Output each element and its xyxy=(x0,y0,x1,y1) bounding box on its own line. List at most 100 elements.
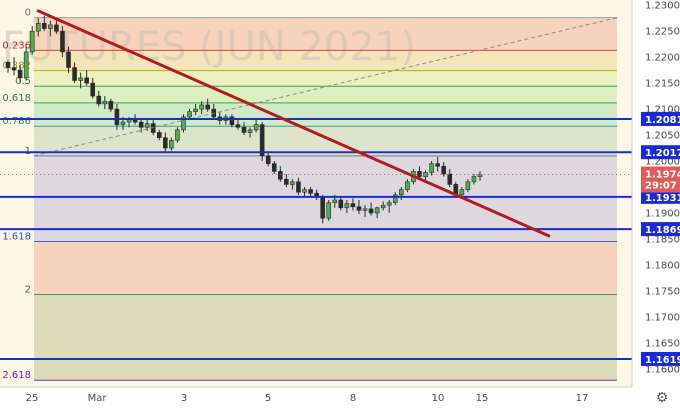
candle-body xyxy=(386,202,392,206)
fib-label: 2.618 xyxy=(2,370,31,381)
level-tag-label: 1.2081 xyxy=(645,115,680,126)
candle-body xyxy=(392,194,398,203)
candle-body xyxy=(156,132,162,138)
overlays xyxy=(0,9,632,360)
candle-body xyxy=(368,208,374,214)
fib-band xyxy=(34,70,617,87)
candle-body xyxy=(441,165,446,175)
candle-body xyxy=(66,51,71,68)
y-tick-label: 1.1800 xyxy=(645,260,680,271)
level-tag xyxy=(641,351,680,366)
candle-body xyxy=(181,116,186,131)
fib-band xyxy=(34,102,617,127)
current-price-tag xyxy=(641,166,680,193)
candle-body xyxy=(417,171,422,177)
candle-body xyxy=(229,116,235,125)
candle-body xyxy=(350,203,356,208)
candle-body xyxy=(42,23,47,29)
x-tick-label: 8 xyxy=(350,393,356,404)
candle-body xyxy=(96,95,102,105)
candle-body xyxy=(247,129,253,133)
current-price-label: 1.1974 xyxy=(645,170,680,181)
y-tick-label: 1.1700 xyxy=(645,312,680,323)
gear-icon: ⚙ xyxy=(656,390,669,406)
candle-body xyxy=(320,197,325,219)
candle-body xyxy=(60,30,65,53)
y-tick-label: 1.2050 xyxy=(645,131,680,142)
fib-label: 0 xyxy=(25,8,31,19)
fib-label: 0.236 xyxy=(2,40,31,51)
candles xyxy=(5,15,483,224)
candle-body xyxy=(423,172,428,177)
candle-body xyxy=(205,104,210,110)
candle-body xyxy=(175,129,180,141)
candle-body xyxy=(380,204,386,209)
time-axis xyxy=(0,387,632,409)
y-tick-label: 1.2250 xyxy=(645,27,680,38)
fib-bands xyxy=(34,17,617,381)
price-axis xyxy=(632,0,680,409)
fib-band xyxy=(34,294,617,381)
candle-body xyxy=(163,137,168,149)
candle-body xyxy=(271,163,277,172)
candle-body xyxy=(5,62,11,68)
candle-body xyxy=(138,121,144,128)
y-tick-label: 1.2200 xyxy=(645,53,680,64)
candle-body xyxy=(356,206,362,211)
candle-body xyxy=(265,155,271,164)
dashed-trend-line xyxy=(33,17,618,157)
y-tick-label: 1.1900 xyxy=(645,208,680,219)
candle-body xyxy=(447,173,453,185)
candle-body xyxy=(72,67,77,81)
candle-body xyxy=(235,124,241,128)
candle-body xyxy=(405,181,410,190)
candle-body xyxy=(144,123,150,128)
candle-body xyxy=(78,77,83,81)
y-tick-label: 1.1650 xyxy=(645,338,680,349)
candle-body xyxy=(471,176,477,183)
candle-body xyxy=(84,77,89,84)
candle-body xyxy=(114,108,120,125)
downtrend-line xyxy=(36,9,551,238)
candle-body xyxy=(199,104,204,110)
level-tag xyxy=(641,222,680,237)
y-tick-label: 1.1750 xyxy=(645,286,680,297)
fib-label: 2 xyxy=(25,285,31,296)
candle-body xyxy=(102,100,108,105)
x-tick-label: 3 xyxy=(181,393,187,404)
candle-body xyxy=(332,199,338,203)
candle-body xyxy=(48,24,53,29)
y-tick-label: 1.2000 xyxy=(645,157,680,168)
x-tick-label: 17 xyxy=(576,393,589,404)
fib-band xyxy=(34,50,617,71)
watermark-text: FUTURES (JUN 2021) xyxy=(2,24,416,70)
level-tag-label: 1.1869 xyxy=(645,225,680,236)
x-tick-label: 25 xyxy=(26,393,39,404)
candle-body xyxy=(187,111,192,118)
candle-body xyxy=(90,82,96,97)
candle-body xyxy=(17,69,23,79)
candle-body xyxy=(259,124,265,157)
candle-body xyxy=(54,24,59,32)
fib-band xyxy=(34,126,617,156)
candle-body xyxy=(344,203,350,209)
candle-body xyxy=(290,181,295,185)
fib-label: 0.786 xyxy=(2,116,31,127)
candle-body xyxy=(108,100,114,110)
x-tick-label: 10 xyxy=(432,393,445,404)
level-tag-label: 1.1619 xyxy=(645,355,680,366)
x-tick-label: Mar xyxy=(88,393,108,404)
y-tick-label: 1.2100 xyxy=(645,105,680,116)
candle-body xyxy=(399,189,404,196)
candle-body xyxy=(459,189,465,196)
level-tag xyxy=(641,111,680,126)
candle-body xyxy=(465,181,471,190)
x-tick-label: 5 xyxy=(265,393,271,404)
level-tag-label: 1.2017 xyxy=(645,148,680,159)
candle-body xyxy=(193,108,198,112)
candle-body xyxy=(338,199,344,209)
fib-band xyxy=(34,155,617,242)
